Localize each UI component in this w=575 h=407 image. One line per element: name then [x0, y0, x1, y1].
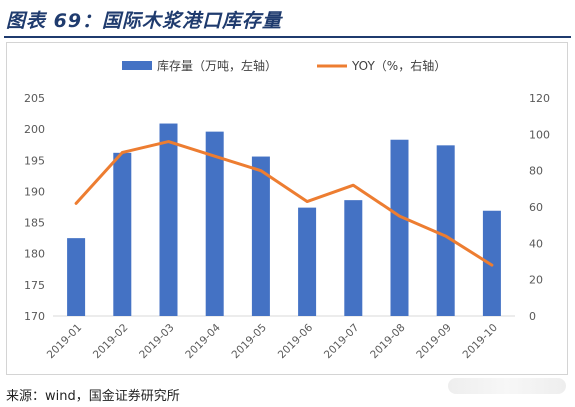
bar [390, 139, 409, 316]
y-right-tick-label: 100 [529, 128, 550, 141]
legend-line-label: YOY（%，右轴） [351, 58, 446, 73]
y-right-tick-label: 40 [529, 237, 543, 250]
title-underline [4, 36, 571, 38]
bar [159, 123, 178, 316]
y-right-tick-label: 0 [529, 310, 536, 323]
y-left-tick-label: 180 [24, 248, 45, 261]
bar [436, 145, 455, 316]
x-tick-label: 2019-09 [414, 322, 454, 362]
watermark-logo [448, 378, 566, 394]
y-left-tick-label: 205 [24, 92, 45, 105]
y-right-tick-label: 60 [529, 201, 543, 214]
y-left-tick-label: 200 [24, 123, 45, 136]
bar [67, 238, 86, 316]
y-left-tick-label: 190 [24, 185, 45, 198]
bar [344, 200, 363, 316]
inventory-yoy-chart: 库存量（万吨，左轴） YOY（%，右轴） 170 175 180 185 190 195 2… [24, 58, 550, 361]
legend-bar-label: 库存量（万吨，左轴） [157, 58, 277, 73]
y-left-tick-label: 185 [24, 217, 45, 230]
plot-area: 170 175 180 185 190 195 200 205 0 20 40 60 80 100 120 2… [24, 92, 550, 361]
x-tick-label: 2019-05 [230, 322, 270, 362]
bar [251, 156, 270, 316]
x-tick-label: 2019-07 [322, 322, 362, 362]
bar [298, 207, 317, 316]
x-tick-label: 2019-01 [45, 322, 85, 362]
x-tick-label: 2019-03 [137, 322, 177, 362]
legend-bar-swatch [122, 61, 152, 70]
yoy-line [74, 140, 494, 267]
source-note: 来源：wind，国金证券研究所 [6, 389, 180, 404]
figure-title: 图表 69：国际木浆港口库存量 [6, 10, 283, 32]
x-tick-label: 2019-10 [461, 322, 501, 362]
title-bar: 图表 69：国际木浆港口库存量 [0, 0, 575, 38]
y-right-tick-label: 20 [529, 274, 543, 287]
chart-frame: 库存量（万吨，左轴） YOY（%，右轴） 170 175 180 185 190 195 2… [6, 42, 568, 375]
y-right-tick-label: 120 [529, 92, 550, 105]
x-tick-label: 2019-08 [368, 322, 408, 362]
x-tick-label: 2019-06 [276, 321, 316, 361]
y-left-tick-label: 175 [24, 279, 45, 292]
y-right-tick-label: 80 [529, 165, 543, 178]
y-left-tick-label: 195 [24, 154, 45, 167]
legend: 库存量（万吨，左轴） YOY（%，右轴） [122, 58, 446, 73]
x-tick-label: 2019-04 [183, 321, 223, 361]
bar [113, 152, 132, 316]
y-left-tick-label: 170 [24, 310, 45, 323]
x-tick-label: 2019-02 [91, 322, 131, 362]
bar [205, 131, 224, 316]
